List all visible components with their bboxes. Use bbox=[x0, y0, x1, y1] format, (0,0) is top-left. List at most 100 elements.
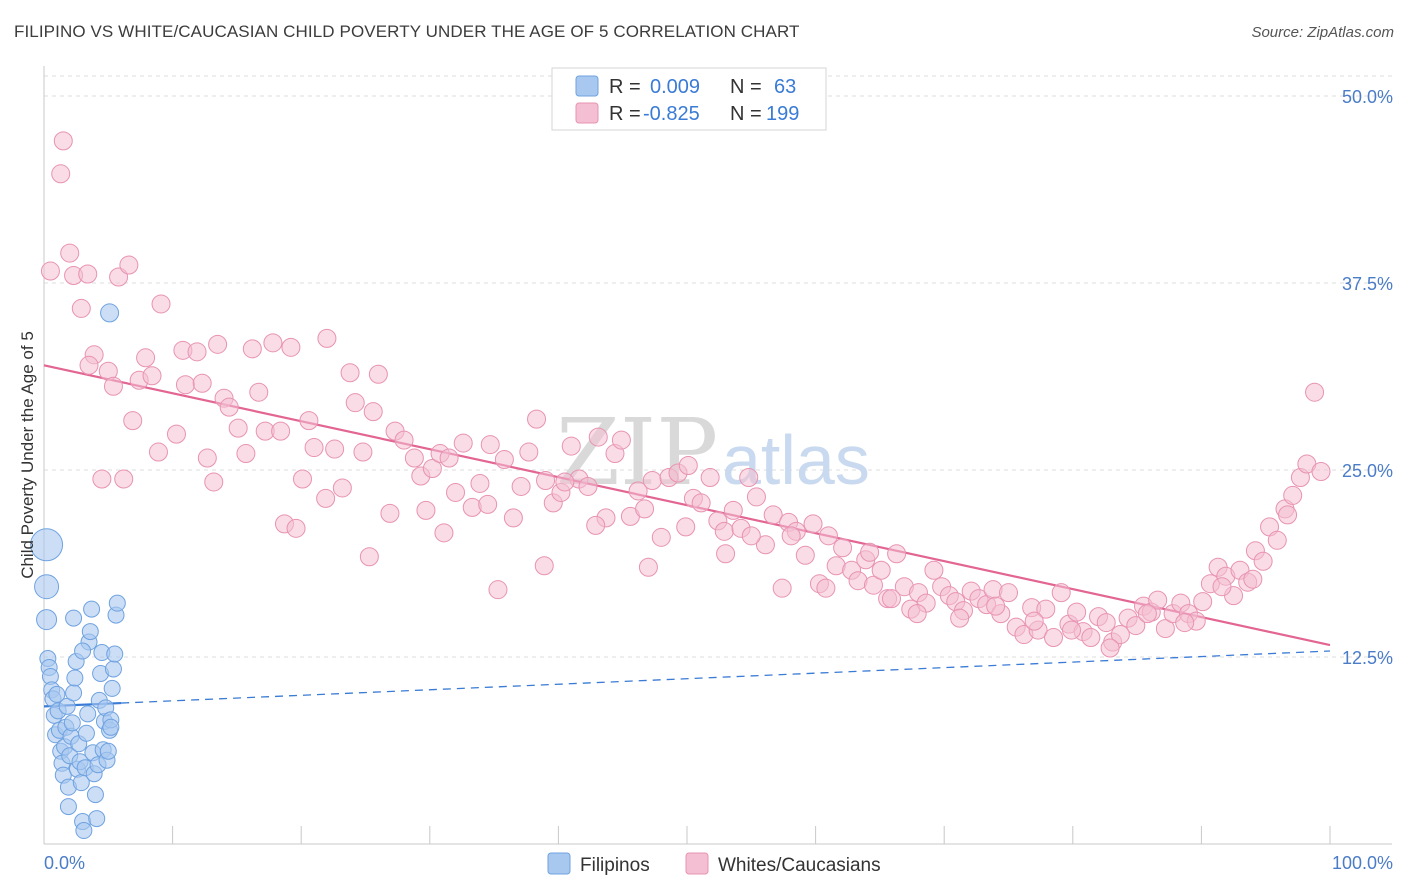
point-whites-135 bbox=[1081, 628, 1101, 648]
point-whites-188 bbox=[1100, 638, 1120, 658]
point-whites-45 bbox=[368, 364, 388, 384]
point-whites-168 bbox=[148, 442, 168, 462]
point-whites-58 bbox=[480, 435, 500, 455]
point-whites-194 bbox=[114, 469, 134, 489]
point-whites-48 bbox=[394, 430, 414, 450]
point-whites-30 bbox=[249, 382, 269, 402]
point-whites-150 bbox=[1193, 592, 1213, 612]
chart-title: FILIPINO VS WHITE/CAUCASIAN CHILD POVERT… bbox=[14, 22, 800, 41]
point-filipinos-55 bbox=[104, 660, 122, 678]
point-whites-42 bbox=[345, 393, 365, 413]
point-whites-174 bbox=[534, 556, 554, 576]
point-filipinos-42 bbox=[88, 810, 106, 828]
point-whites-187 bbox=[1062, 620, 1082, 640]
point-whites-59 bbox=[488, 580, 508, 600]
point-whites-183 bbox=[907, 604, 927, 624]
point-whites-106 bbox=[863, 575, 883, 595]
point-whites-196 bbox=[286, 518, 306, 538]
point-whites-6 bbox=[78, 264, 98, 284]
point-whites-65 bbox=[536, 470, 556, 490]
point-whites-176 bbox=[638, 557, 658, 577]
point-whites-20 bbox=[166, 424, 186, 444]
point-whites-63 bbox=[519, 442, 539, 462]
point-whites-61 bbox=[503, 508, 523, 528]
trend-line-filipinos-dashed bbox=[121, 650, 1331, 704]
point-whites-40 bbox=[332, 478, 352, 498]
point-filipinos-38 bbox=[83, 600, 101, 618]
point-filipinos-2 bbox=[36, 609, 58, 631]
legend-r-label-1: R = bbox=[609, 76, 641, 98]
point-whites-70 bbox=[578, 476, 598, 496]
point-whites-172 bbox=[416, 500, 436, 520]
point-filipinos-41 bbox=[86, 786, 104, 804]
point-whites-71 bbox=[588, 427, 608, 447]
point-whites-17 bbox=[151, 294, 171, 314]
point-filipinos-51 bbox=[99, 742, 117, 760]
point-whites-82 bbox=[676, 517, 696, 537]
point-whites-34 bbox=[281, 337, 301, 357]
point-whites-190 bbox=[1175, 613, 1195, 633]
point-whites-195 bbox=[204, 472, 224, 492]
point-whites-197 bbox=[434, 523, 454, 543]
bottom-legend-swatch-filipinos bbox=[547, 852, 571, 875]
point-filipinos-0 bbox=[30, 528, 64, 562]
point-whites-97 bbox=[795, 545, 815, 565]
point-whites-114 bbox=[924, 560, 944, 580]
point-filipinos-35 bbox=[79, 705, 97, 723]
axes bbox=[43, 66, 1392, 845]
series-filipinos bbox=[30, 303, 126, 840]
point-whites-173 bbox=[478, 494, 498, 514]
point-whites-32 bbox=[263, 333, 283, 353]
point-whites-124 bbox=[999, 583, 1018, 603]
point-whites-193 bbox=[1278, 505, 1298, 525]
point-whites-37 bbox=[304, 438, 324, 458]
point-whites-51 bbox=[422, 459, 442, 479]
point-whites-102 bbox=[833, 538, 853, 558]
point-whites-133 bbox=[1067, 602, 1087, 622]
point-whites-8 bbox=[92, 469, 112, 489]
series-whites-caucasians bbox=[40, 131, 1331, 658]
point-whites-38 bbox=[316, 488, 336, 508]
y-tick-label-2: 37.5% bbox=[1342, 274, 1393, 294]
point-whites-5 bbox=[71, 298, 91, 318]
point-whites-144 bbox=[1148, 590, 1168, 610]
point-whites-160 bbox=[1267, 530, 1287, 550]
point-whites-181 bbox=[816, 578, 836, 598]
x-tick-label-0: 0.0% bbox=[44, 853, 85, 873]
legend-n-label-1: N = bbox=[730, 76, 762, 98]
series-legend: Filipinos Whites/Caucasians bbox=[547, 852, 881, 876]
x-tick-label-1: 100.0% bbox=[1332, 853, 1393, 873]
point-whites-165 bbox=[1305, 382, 1325, 402]
point-whites-33 bbox=[271, 421, 291, 441]
point-whites-62 bbox=[511, 476, 531, 496]
point-whites-39 bbox=[325, 439, 345, 459]
point-whites-180 bbox=[781, 526, 801, 546]
point-whites-44 bbox=[363, 402, 383, 422]
legend-swatch-whites bbox=[575, 102, 599, 124]
legend-r-value-1: 0.009 bbox=[650, 76, 700, 98]
point-whites-77 bbox=[635, 499, 655, 519]
point-whites-179 bbox=[741, 526, 761, 546]
point-whites-79 bbox=[651, 527, 671, 547]
y-axis-title: Child Poverty Under the Age of 5 bbox=[18, 331, 37, 579]
point-whites-129 bbox=[1036, 599, 1056, 619]
legend-swatch-filipinos bbox=[575, 75, 599, 97]
point-filipinos-60 bbox=[65, 609, 83, 627]
point-whites-23 bbox=[197, 448, 217, 468]
point-whites-170 bbox=[317, 328, 337, 348]
watermark: ZIP atlas bbox=[556, 399, 870, 506]
source-attribution: Source: ZipAtlas.com bbox=[1251, 24, 1394, 41]
point-whites-68 bbox=[561, 436, 581, 456]
point-whites-100 bbox=[818, 526, 838, 546]
point-whites-2 bbox=[53, 131, 73, 151]
point-whites-90 bbox=[739, 467, 759, 487]
point-whites-93 bbox=[763, 505, 783, 525]
point-whites-53 bbox=[439, 448, 459, 468]
point-whites-130 bbox=[1044, 628, 1064, 648]
point-whites-84 bbox=[691, 493, 711, 513]
point-filipinos-59 bbox=[102, 718, 120, 736]
bottom-legend-swatch-whites bbox=[685, 852, 709, 875]
point-whites-141 bbox=[1126, 616, 1146, 636]
point-whites-158 bbox=[1253, 551, 1273, 571]
